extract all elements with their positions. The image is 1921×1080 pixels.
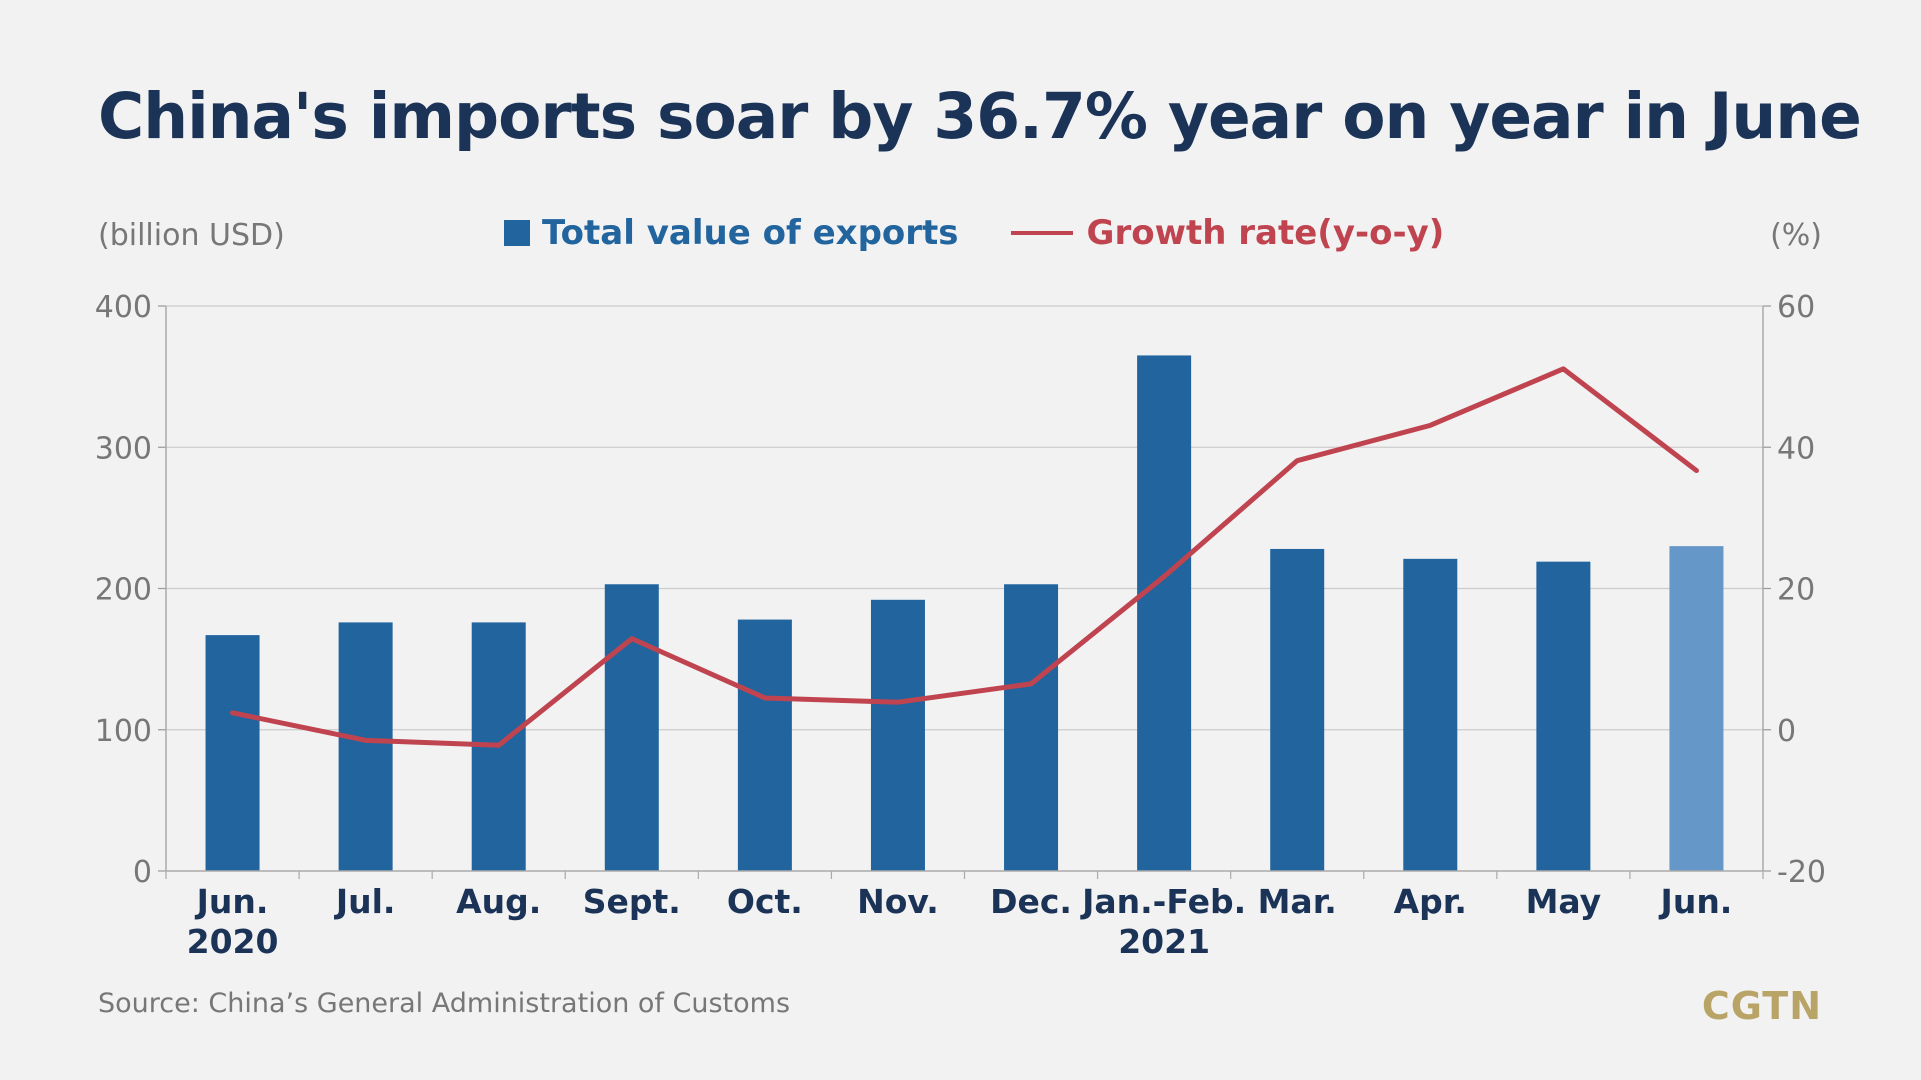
legend-bar-swatch: [504, 220, 530, 246]
left-axis-tick-label: 100: [95, 714, 152, 749]
bar-export-value: [1403, 558, 1458, 871]
left-axis-unit: (billion USD): [98, 218, 285, 253]
x-axis-category-label: Sept.: [583, 882, 681, 921]
x-axis-category-label: 2020: [187, 922, 279, 961]
bar-export-value: [205, 635, 260, 871]
right-axis-tick-label: 40: [1777, 431, 1815, 466]
left-axis-tick-label: 0: [133, 855, 152, 890]
cgtn-logo: CGTN: [1701, 984, 1822, 1028]
chart-title: China's imports soar by 36.7% year on ye…: [98, 80, 1862, 153]
bar-export-value: [870, 599, 925, 871]
x-axis-category-label: May: [1526, 882, 1602, 921]
right-axis-tick-label: 0: [1777, 714, 1796, 749]
left-axis-tick-label: 200: [95, 573, 152, 608]
x-axis-category-label: Nov.: [857, 882, 939, 921]
right-axis-tick-label: 20: [1777, 573, 1815, 608]
x-axis-category-label: Oct.: [727, 882, 803, 921]
bar-export-value: [1669, 546, 1724, 871]
x-axis-category-label: Jan.-Feb.: [1080, 882, 1246, 921]
right-axis-tick-label: -20: [1777, 855, 1826, 890]
left-axis-tick-label: 400: [95, 290, 152, 325]
bar-export-value: [1270, 548, 1325, 871]
x-axis-category-label: Dec.: [990, 882, 1072, 921]
legend-bar-label: Total value of exports: [542, 213, 959, 253]
x-axis-category-label: Aug.: [456, 882, 541, 921]
right-axis-tick-label: 60: [1777, 290, 1815, 325]
x-axis-category-label: 2021: [1118, 922, 1210, 961]
bar-export-value: [338, 622, 393, 871]
bar-export-value: [604, 584, 659, 871]
bar-export-value: [1137, 355, 1192, 871]
bar-export-value: [1536, 561, 1591, 871]
legend-line-swatch: [1010, 231, 1073, 235]
x-axis-category-label: Jun.: [195, 882, 269, 921]
right-axis-unit: (%): [1770, 218, 1822, 253]
legend-line-label: Growth rate(y-o-y): [1086, 213, 1445, 253]
x-axis-category-label: Mar.: [1258, 882, 1337, 921]
bar-export-value: [737, 619, 792, 871]
source-note: Source: China’s General Administration o…: [98, 988, 791, 1019]
x-axis-category-label: Jul.: [334, 882, 396, 921]
left-axis-tick-label: 300: [95, 431, 152, 466]
x-axis-category-label: Jun.: [1659, 882, 1733, 921]
x-axis-category-label: Apr.: [1394, 882, 1467, 921]
bar-export-value: [1004, 584, 1059, 871]
legend: Total value of exports Growth rate(y-o-y…: [504, 213, 1444, 253]
growth-rate-line: [230, 366, 1699, 748]
